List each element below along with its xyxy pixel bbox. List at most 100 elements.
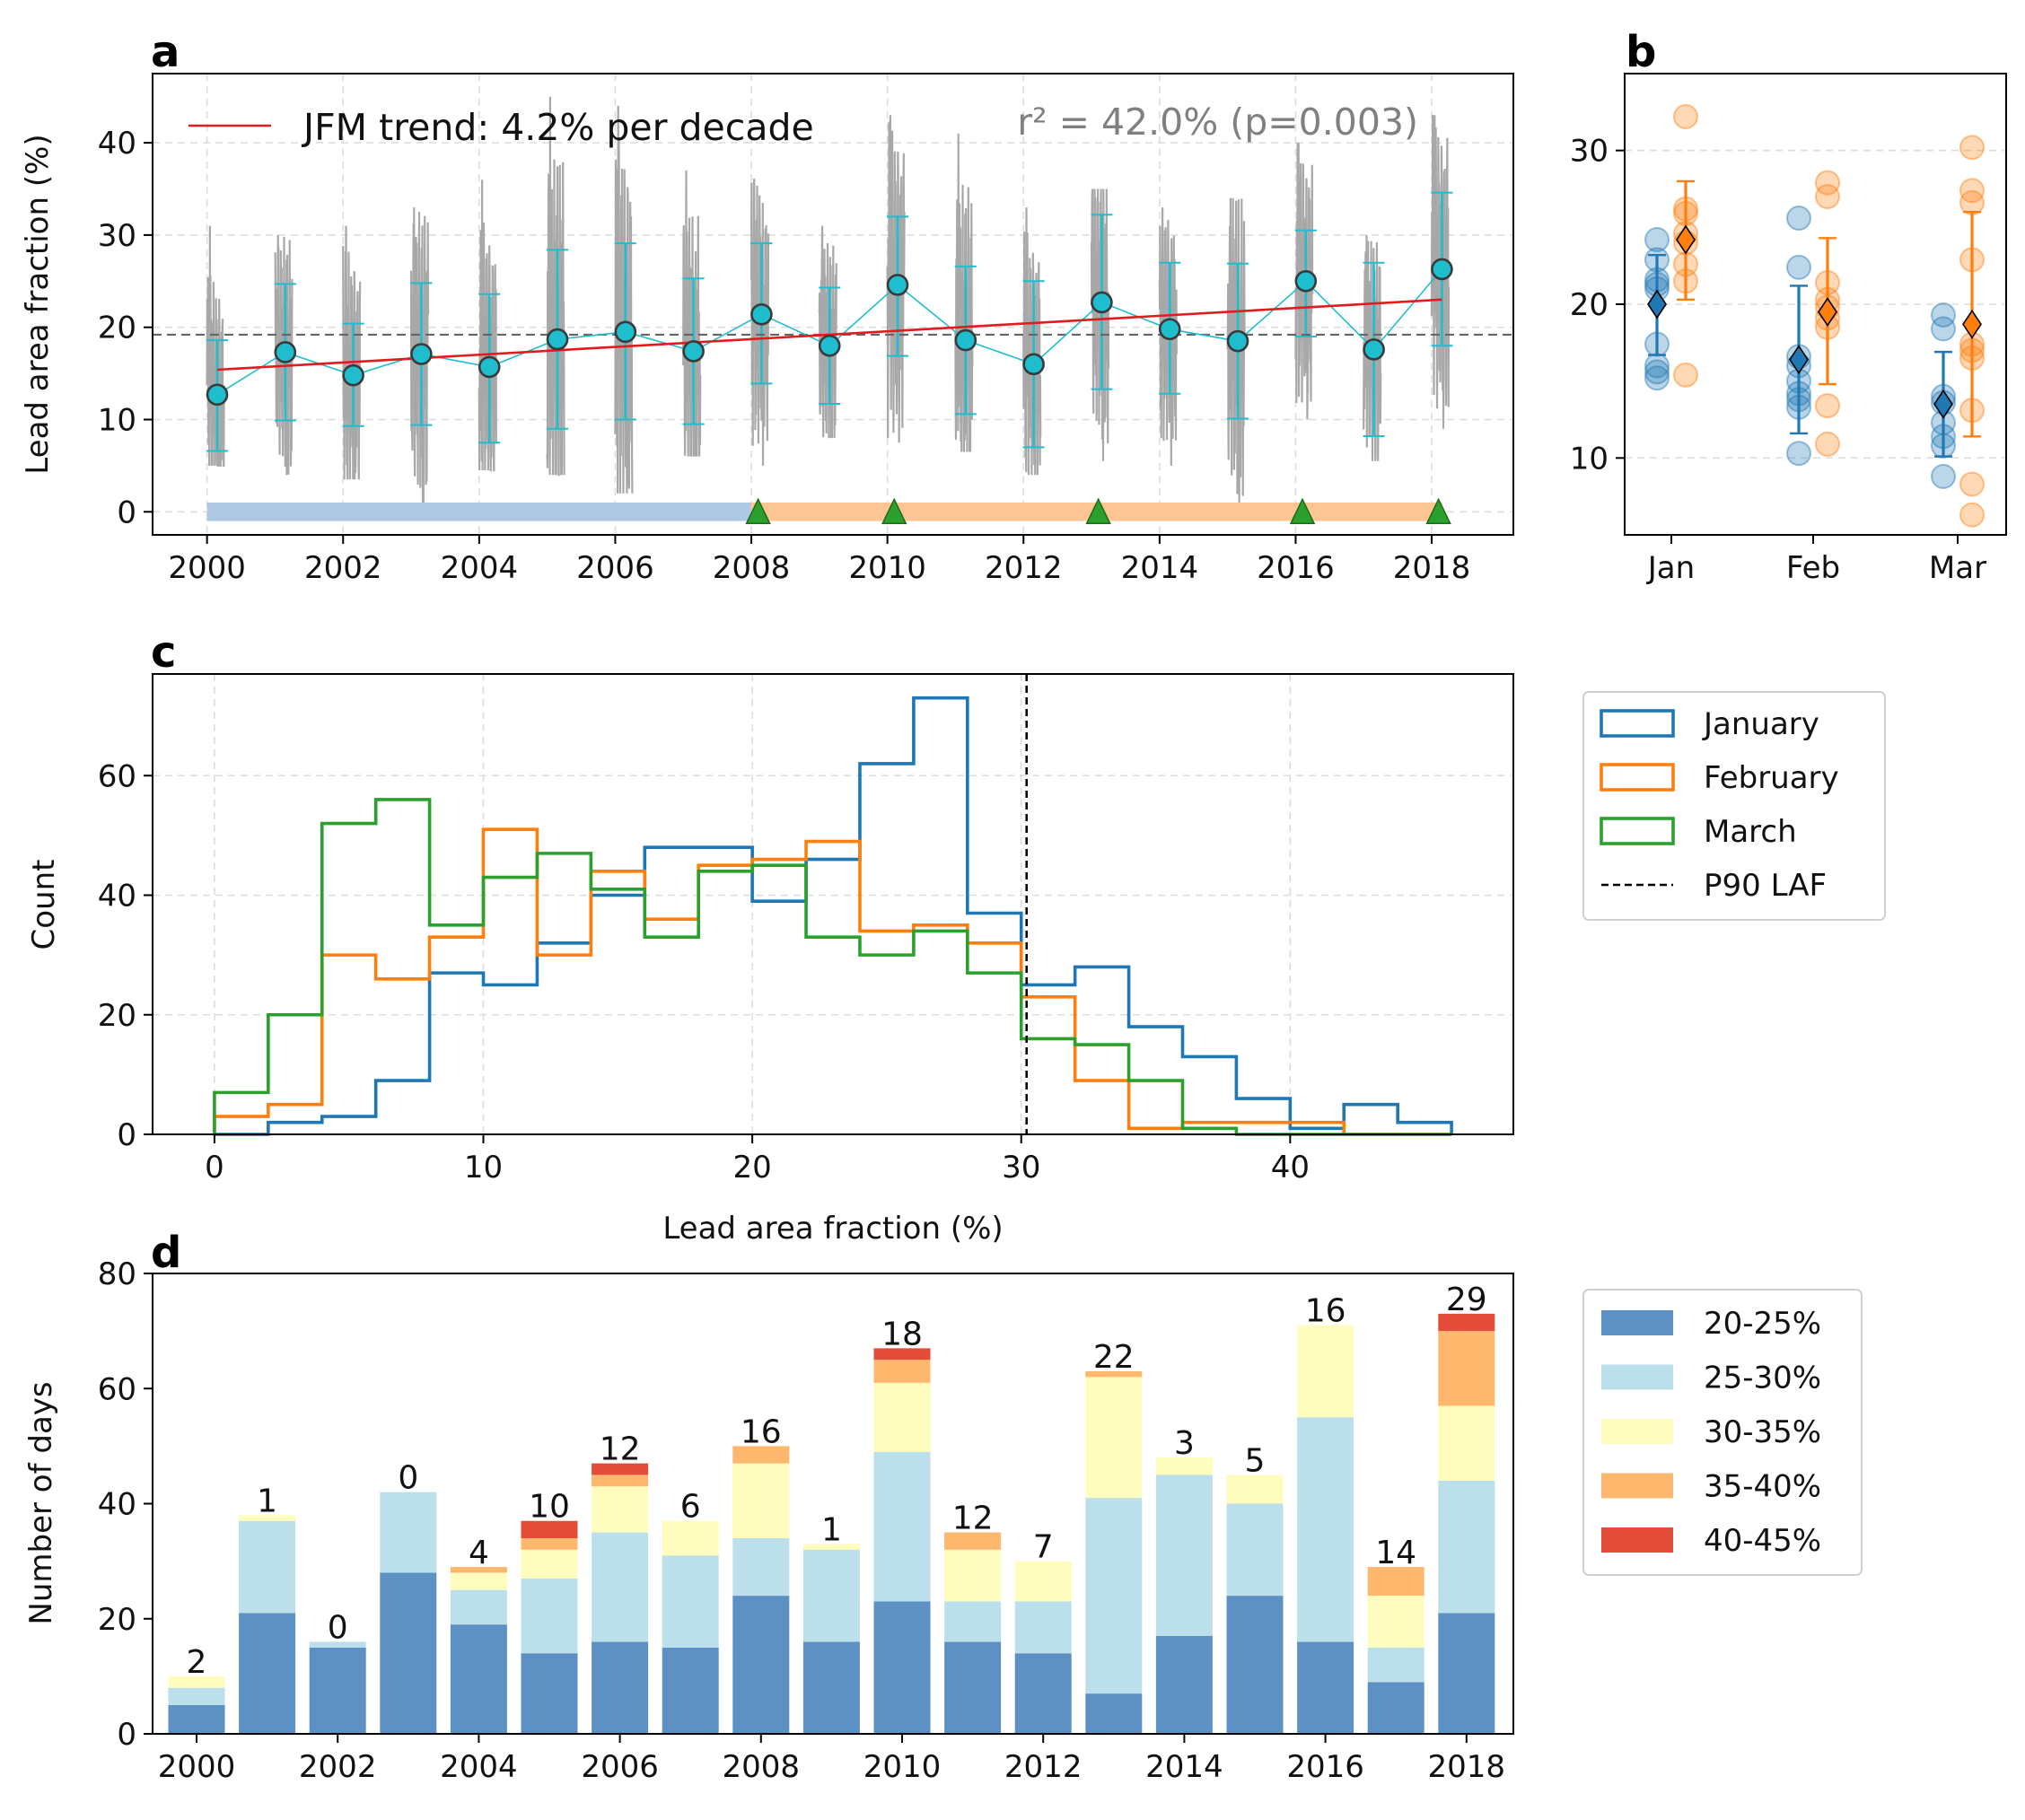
panel-a-mean-marker xyxy=(818,334,841,357)
panel-a-event-triangle xyxy=(745,497,771,525)
panel-d-bar-segment xyxy=(662,1647,719,1734)
panel-d-xtick-label: 2016 xyxy=(1286,1749,1364,1785)
panel-d-bar-label: 12 xyxy=(600,1431,641,1468)
panel-d-bar-segment xyxy=(592,1486,649,1533)
panel-d-legend-label: 20-25% xyxy=(1704,1306,1821,1342)
panel-d-bar-segment xyxy=(1438,1613,1495,1734)
panel-a-xtick-label: 2018 xyxy=(1393,550,1471,586)
panel-d-bar-label: 16 xyxy=(741,1413,782,1450)
panel-d-bar-segment xyxy=(521,1537,578,1550)
panel-a-ytick-label: 10 xyxy=(98,403,136,439)
panel-d-xtick-label: 2018 xyxy=(1428,1749,1506,1785)
panel-a-daily-trace xyxy=(1363,234,1382,461)
panel-d-bar-segment xyxy=(1367,1647,1425,1683)
panel-a-axis-ticks: 2000 2002 2004 2006 2008 2010 2012 2014 2016 2018… xyxy=(98,126,1471,586)
panel-a-mean-marker xyxy=(682,340,705,363)
panel-d-bar-segment xyxy=(1367,1567,1425,1597)
panel-c-xtick-label: 10 xyxy=(464,1150,503,1186)
panel-a-daily-trace xyxy=(886,115,906,443)
panel-b-point xyxy=(1815,170,1840,196)
panel-d-xtick-label: 2012 xyxy=(1004,1749,1083,1785)
panel-d-bar-segment xyxy=(732,1596,790,1734)
panel-d-bar-segment xyxy=(309,1647,366,1734)
panel-d-bar-segment xyxy=(1438,1405,1495,1481)
panel-a-frame xyxy=(152,73,1514,536)
panel-a-mean-marker xyxy=(1226,329,1249,353)
panel-d-bar-segment xyxy=(802,1544,860,1550)
panel-a-xtick-label: 2008 xyxy=(713,550,791,586)
panel-d-xtick-label: 2014 xyxy=(1145,1749,1223,1785)
panel-d-bar-segment xyxy=(592,1474,649,1487)
panel-a-mean-marker xyxy=(342,363,364,387)
panel-a-ylabel: Lead area fraction (%) xyxy=(20,134,56,474)
panel-d-legend-label: 40-45% xyxy=(1704,1523,1821,1559)
panel-d-bar-segment xyxy=(1438,1331,1495,1406)
panel-d-bar-segment xyxy=(450,1572,507,1590)
panel-d-bar-segment xyxy=(1155,1635,1213,1734)
panel-a-mean-marker xyxy=(750,303,773,326)
panel-c-ytick-label: 0 xyxy=(117,1117,136,1153)
panel-c-legend-label: P90 LAF xyxy=(1704,868,1827,904)
panel-d-bar-label: 14 xyxy=(1375,1535,1416,1571)
panel-a-xtick-label: 2014 xyxy=(1121,550,1199,586)
panel-d-bar-segment xyxy=(944,1641,1002,1734)
panel-c-ytick-label: 60 xyxy=(98,758,136,794)
panel-c-histograms xyxy=(213,696,1453,1136)
panel-d-bar-segment xyxy=(873,1601,931,1734)
panel-b-point xyxy=(1959,135,1985,161)
panel-d-bar-label: 6 xyxy=(680,1489,701,1526)
panel-b-ytick-label: 10 xyxy=(1570,441,1609,477)
panel-a-daily-trace xyxy=(1430,115,1451,429)
panel-d-ytick-label: 20 xyxy=(98,1602,136,1638)
panel-d-letter: d xyxy=(151,1228,181,1278)
panel-c-frame xyxy=(152,673,1514,1135)
panel-d-ytick-label: 0 xyxy=(117,1717,136,1753)
panel-a-daily-trace xyxy=(1294,143,1314,420)
panel-b-point xyxy=(1931,302,1956,328)
panel-a-mean-marker xyxy=(954,328,977,352)
panel-a-xtick-label: 2000 xyxy=(168,550,246,586)
panel-d-bar-segment xyxy=(1085,1371,1143,1378)
panel-c-grid xyxy=(153,674,1513,1134)
panel-a-period-bars xyxy=(206,503,1442,521)
panel-c-legend: January February March P90 LAF xyxy=(1582,691,1886,921)
panel-d-ytick-label: 60 xyxy=(98,1371,136,1407)
panel-d-ylabel: Number of days xyxy=(23,1381,59,1624)
panel-d-bar-segment xyxy=(309,1641,366,1648)
panel-d-bar-segment xyxy=(1155,1474,1213,1636)
panel-d-xtick-label: 2004 xyxy=(440,1749,518,1785)
panel-d-bar-segment xyxy=(592,1641,649,1734)
panel-d-ytick-label: 80 xyxy=(98,1256,136,1292)
panel-a-mean-markers xyxy=(206,258,1453,407)
panel-d-bar-label: 29 xyxy=(1446,1282,1487,1318)
panel-c-ytick-label: 20 xyxy=(98,998,136,1034)
panel-a-mean-marker xyxy=(478,355,501,379)
panel-d-bar-label: 3 xyxy=(1174,1425,1195,1462)
panel-d-bar-segment xyxy=(732,1537,790,1597)
panel-a-error-bars xyxy=(206,191,1453,452)
panel-d-bar-segment xyxy=(1297,1417,1354,1642)
panel-d-bar-segment xyxy=(802,1641,860,1734)
panel-d-legend: 20-25% 25-30% 30-35% 35-40% 40-45% xyxy=(1582,1289,1863,1576)
panel-b-point xyxy=(1673,362,1698,388)
panel-d-bar-segment xyxy=(873,1451,931,1602)
panel-d-legend-label: 30-35% xyxy=(1704,1414,1821,1450)
panel-d-bar-segment xyxy=(1226,1596,1284,1734)
panel-c-histogram-february xyxy=(213,827,1452,1136)
panel-a-xtick-label: 2006 xyxy=(576,550,654,586)
panel-a-daily-trace xyxy=(750,179,770,466)
panel-d-bar-segment xyxy=(1014,1601,1072,1654)
panel-a-ytick-label: 40 xyxy=(98,126,136,162)
panel-d-stacked-bars xyxy=(168,1313,1495,1734)
panel-c-legend-swatch xyxy=(1600,709,1675,738)
panel-d-bar-segment xyxy=(944,1532,1002,1550)
panel-a-xtick-label: 2016 xyxy=(1257,550,1335,586)
panel-d-bar-label: 10 xyxy=(529,1489,570,1526)
panel-b-point xyxy=(1815,393,1840,419)
panel-d-bar-label: 4 xyxy=(469,1535,489,1571)
panel-d-legend-swatch xyxy=(1601,1473,1673,1499)
panel-b: 10 20 30 Jan Feb Mar b xyxy=(1570,27,2007,586)
panel-d-bar-label: 12 xyxy=(952,1501,994,1537)
